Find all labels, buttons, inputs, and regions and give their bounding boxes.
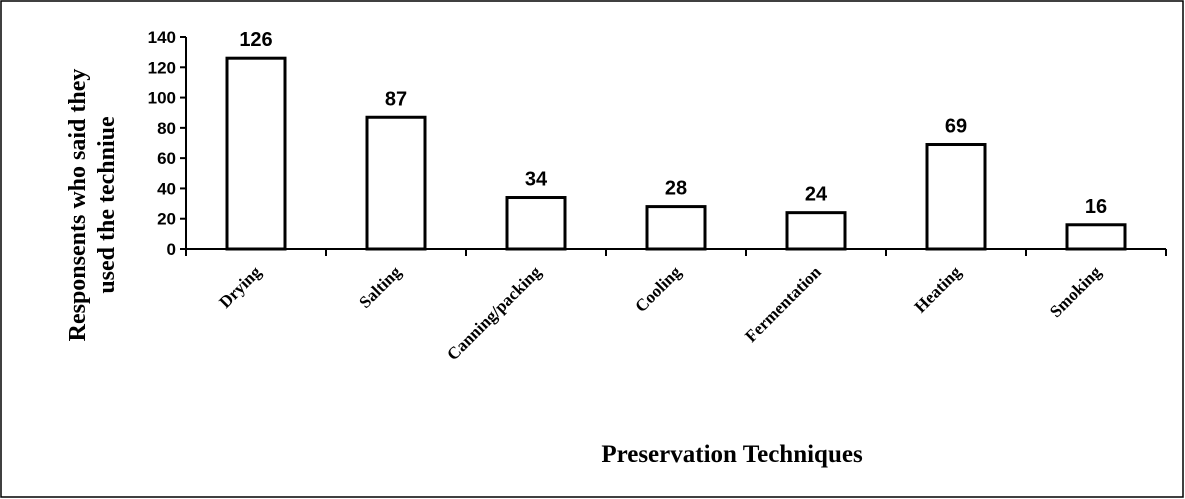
data-label: 87 (385, 88, 407, 110)
data-label: 34 (525, 169, 548, 191)
bar (225, 56, 287, 251)
y-tick-label: 60 (157, 149, 176, 168)
bar (1065, 223, 1127, 251)
y-axis-label-line: Responsents who said they (65, 69, 91, 342)
y-tick-label: 80 (157, 119, 176, 138)
y-axis-label: Responsents who said they used the techn… (65, 69, 120, 342)
data-label: 16 (1085, 196, 1107, 218)
y-tick-label: 20 (157, 210, 176, 229)
bar (365, 115, 427, 251)
y-axis-label-line: used the techniue (94, 116, 120, 294)
y-tick-label: 0 (167, 240, 176, 259)
data-label: 126 (239, 29, 272, 51)
y-tick-label: 40 (157, 179, 176, 198)
y-tick-label: 120 (148, 58, 176, 77)
data-label: 69 (945, 116, 967, 138)
x-axis-label: Preservation Techniques (601, 441, 863, 468)
bar (505, 196, 567, 251)
bar (925, 143, 987, 251)
data-label: 28 (665, 178, 687, 200)
y-tick-label: 100 (148, 89, 176, 108)
bar (645, 205, 707, 251)
bar (785, 211, 847, 251)
data-label: 24 (805, 184, 828, 206)
y-tick-label: 140 (148, 28, 176, 47)
